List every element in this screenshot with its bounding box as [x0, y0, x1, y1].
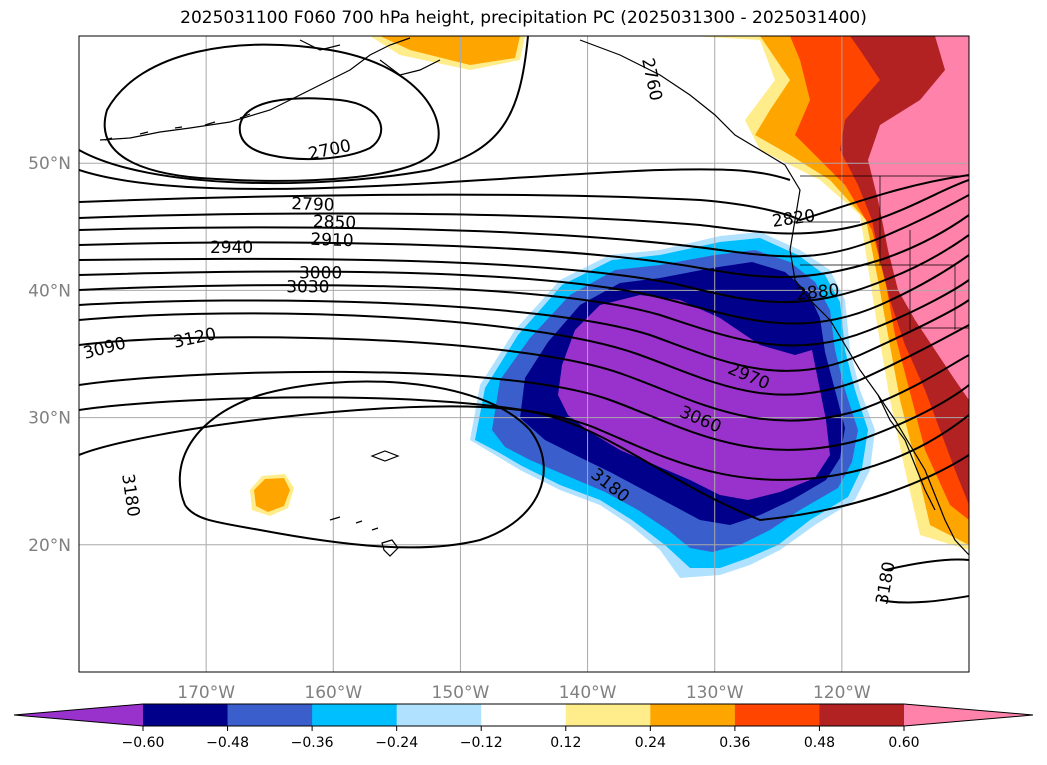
colorbar-segment-5 [565, 704, 651, 726]
contour-label-1: 2700 [306, 136, 352, 165]
contour-label-10: 3090 [81, 333, 128, 364]
contour-d [79, 194, 969, 258]
island-outline [370, 450, 400, 462]
colorbar-segment-3 [396, 704, 482, 726]
contour-label-text: 2760 [637, 56, 666, 102]
contour-k [79, 336, 969, 422]
lon-tick-label-1: 160°W [304, 683, 362, 703]
contour-label-text: 3180 [872, 560, 899, 606]
colorbar-tick-label-9: 0.60 [888, 735, 919, 751]
colorbar-tick-label-5: 0.12 [550, 735, 581, 751]
precip-positive-small-orange [254, 478, 290, 512]
colorbar-segment-1 [227, 704, 313, 726]
contour-m [79, 396, 969, 481]
colorbar-segment-4 [481, 704, 567, 726]
contour-n [79, 405, 969, 522]
colorbar-segment-6 [650, 704, 736, 726]
lon-tick-label-0: 170°W [177, 683, 235, 703]
contour-h [79, 279, 969, 347]
contour-label-15: 3180 [872, 560, 899, 606]
lat-tick-label-0: 20°N [28, 536, 71, 556]
coastline-hawaii [329, 516, 399, 557]
colorbar-tick-label-7: 0.36 [719, 735, 750, 751]
lon-tick-label-2: 150°W [432, 683, 490, 703]
coastline-north-america [579, 39, 969, 556]
map-graticule [79, 36, 969, 672]
colorbar-tick-label-6: 0.24 [635, 735, 666, 751]
colorbar-extend-high [904, 704, 1033, 726]
contour-southeast-a [884, 558, 969, 571]
lon-tick-label-5: 120°W [813, 683, 871, 703]
border-states [790, 176, 969, 330]
colorbar-tick-label-3: −0.24 [375, 735, 418, 751]
colorbar-segment-8 [819, 704, 905, 726]
political-borders [790, 175, 969, 330]
axis-tick-labels: 170°W 160°W 150°W 140°W 130°W 120°W 20°N 30°N 40… [28, 154, 871, 703]
lat-tick-label-1: 30°N [28, 409, 71, 429]
contour-label-3: 2850 [313, 212, 357, 233]
contour-label-5: 2940 [210, 238, 253, 258]
lon-tick-label-3: 140°W [559, 683, 617, 703]
contour-label-8: 3030 [286, 278, 329, 298]
colorbar-segment-7 [734, 704, 820, 726]
contour-2760 [79, 36, 529, 185]
coastline-aleutians [104, 113, 251, 141]
contour-label-text: 3000 [299, 264, 342, 284]
contour-label-text: 2880 [795, 280, 840, 304]
contour-f [79, 234, 969, 304]
contour-g [79, 254, 969, 325]
lon-tick-label-4: 130°W [686, 683, 744, 703]
colorbar-tick-label-8: 0.48 [804, 735, 835, 751]
contour-southeast-b [879, 595, 969, 604]
lat-tick-label-2: 40°N [28, 281, 71, 301]
colorbar-extend-low [14, 704, 143, 726]
contour-label-text: 3120 [172, 324, 218, 353]
contour-label-text: 2910 [310, 230, 354, 251]
contour-e [79, 214, 969, 279]
contour-high-3180 [178, 380, 545, 549]
contour-label-text: 3030 [286, 278, 329, 298]
contour-label-text: 2850 [313, 212, 357, 233]
contour-l [79, 370, 969, 451]
contour-j [79, 312, 969, 396]
contour-label-7: 3000 [299, 264, 342, 284]
contour-label-0: 2760 [637, 56, 666, 102]
colorbar-segment-0 [143, 704, 229, 726]
colorbar-tick-label-2: −0.36 [291, 735, 334, 751]
contour-b [79, 174, 969, 222]
lat-tick-label-3: 50°N [28, 154, 71, 174]
contour-label-text: 2790 [291, 194, 335, 215]
contour-label-9: 2880 [795, 280, 840, 304]
contour-label-text: 2820 [771, 206, 817, 232]
contour-i [79, 299, 969, 372]
contour-label-text: 2700 [306, 136, 352, 165]
colorbar: −0.60 −0.48 −0.36 −0.24 −0.12 0.12 0.24 0.36 0.4… [13, 703, 1034, 751]
contour-label-text: 3090 [81, 333, 128, 364]
coastline-alaska [99, 37, 441, 141]
contour-label-text: 2940 [210, 238, 253, 258]
contour-a [79, 168, 791, 190]
colorbar-tick-label-1: −0.48 [206, 735, 249, 751]
coastlines [99, 37, 969, 557]
colorbar-tick-label-0: −0.60 [122, 735, 165, 751]
contour-low-inner [238, 97, 383, 161]
map-frame [78, 35, 970, 673]
contour-label-6: 2820 [771, 206, 817, 232]
contour-label-11: 3120 [172, 324, 218, 353]
precip-positive-pink [868, 36, 969, 400]
height-contours [79, 36, 969, 604]
contour-label-4: 2910 [310, 230, 354, 251]
colorbar-segment-2 [312, 704, 398, 726]
contour-label-text: 3180 [117, 473, 143, 519]
map-title: 2025031100 F060 700 hPa height, precipit… [180, 8, 867, 28]
colorbar-tick-label-4: −0.12 [460, 735, 503, 751]
contour-c [79, 179, 969, 235]
contour-label-2: 2790 [291, 194, 335, 215]
contour-low-outer [103, 43, 440, 182]
contour-label-14: 3180 [117, 473, 143, 519]
